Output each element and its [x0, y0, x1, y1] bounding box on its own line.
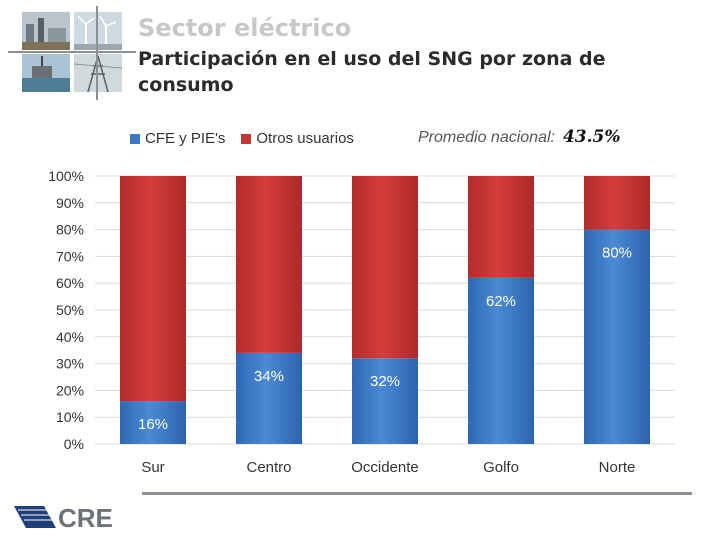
- national-average: Promedio nacional: 43.5%: [418, 127, 621, 147]
- bar-cfe-norte: [584, 229, 650, 444]
- header-photo-collage: [22, 12, 124, 92]
- header-horizontal-divider: [8, 51, 136, 53]
- bar-otros-centro: [236, 176, 302, 353]
- cre-logo-text: CRE: [58, 503, 113, 530]
- y-tick-label: 60%: [56, 275, 84, 291]
- legend-label-otros: Otros usuarios: [256, 130, 354, 147]
- x-tick-label: Centro: [246, 459, 291, 476]
- y-tick-label: 0%: [64, 436, 84, 452]
- y-tick-label: 90%: [56, 195, 84, 211]
- x-tick-label: Norte: [599, 459, 636, 476]
- bar-cfe-occidente: [352, 358, 418, 444]
- chart-subtitle: Participación en el uso del SNG por zona…: [138, 48, 606, 96]
- data-label: 32%: [370, 373, 400, 390]
- legend-swatch-otros: [241, 133, 252, 144]
- national-average-value: 43.5%: [562, 127, 621, 147]
- legend-item-cfe: CFE y PIE's: [130, 130, 225, 147]
- section-title: Sector eléctrico: [138, 14, 352, 42]
- y-tick-label: 50%: [56, 302, 84, 318]
- cre-logo: CRE: [14, 500, 124, 533]
- legend-swatch-cfe: [130, 133, 140, 144]
- data-label: 16%: [138, 416, 168, 433]
- data-label: 62%: [486, 293, 516, 310]
- x-tick-label: Occidente: [351, 459, 419, 476]
- y-tick-label: 10%: [56, 409, 84, 425]
- data-label: 34%: [254, 368, 284, 385]
- y-tick-label: 70%: [56, 248, 84, 264]
- bar-otros-golfo: [468, 176, 534, 278]
- y-tick-label: 80%: [56, 222, 84, 238]
- x-tick-label: Sur: [141, 459, 164, 476]
- legend-item-otros: Otros usuarios: [241, 130, 354, 147]
- offshore-platform-photo: [22, 54, 70, 92]
- national-average-label: Promedio nacional:: [418, 129, 555, 146]
- bar-otros-norte: [584, 176, 650, 230]
- y-tick-label: 100%: [48, 168, 84, 184]
- bar-otros-occidente: [352, 176, 418, 359]
- power-plant-photo: [22, 12, 70, 50]
- y-tick-label: 20%: [56, 382, 84, 398]
- data-label: 80%: [602, 245, 632, 262]
- transmission-tower-photo: [74, 54, 122, 92]
- bar-otros-sur: [120, 176, 186, 402]
- footer-divider: [142, 492, 692, 495]
- y-tick-label: 30%: [56, 356, 84, 372]
- legend-label-cfe: CFE y PIE's: [145, 130, 226, 147]
- bar-cfe-sur: [120, 401, 186, 444]
- chart-legend: CFE y PIE's Otros usuarios: [130, 130, 354, 147]
- header-vertical-divider: [96, 6, 98, 100]
- wind-turbines-photo: [74, 12, 122, 50]
- x-tick-label: Golfo: [483, 459, 519, 476]
- bar-cfe-centro: [236, 352, 302, 444]
- bar-cfe-golfo: [468, 277, 534, 444]
- y-tick-label: 40%: [56, 329, 84, 345]
